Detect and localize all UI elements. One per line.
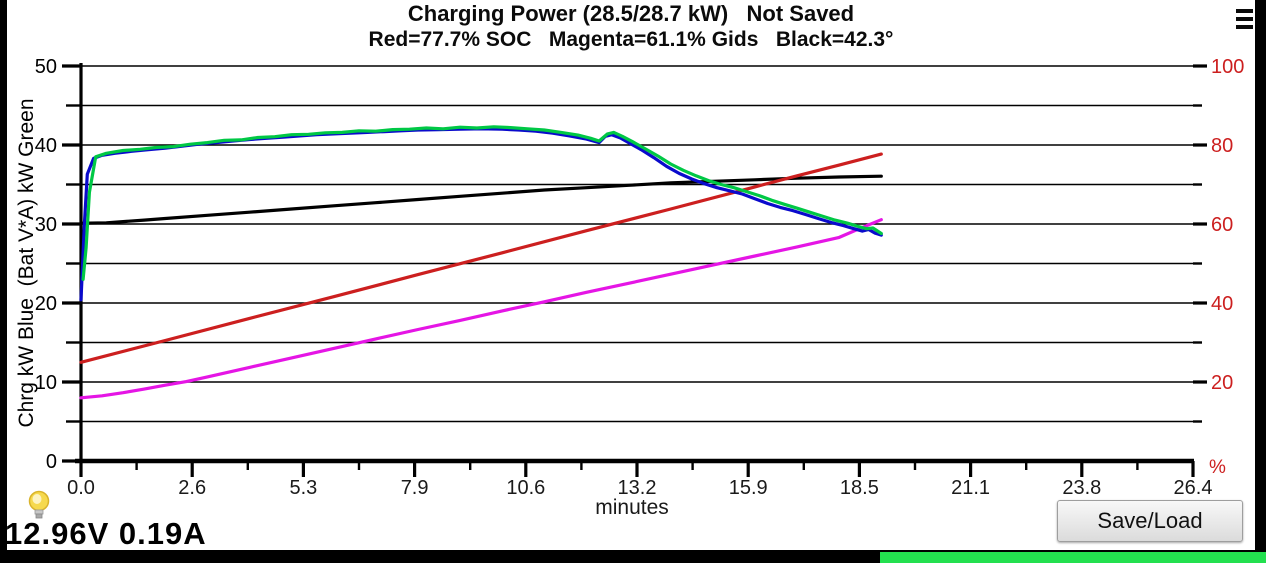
save-load-button[interactable]: Save/Load — [1057, 500, 1243, 542]
y-right-tick-label: 100 — [1211, 56, 1244, 78]
x-tick-label: 0.0 — [67, 477, 95, 499]
y-left-tick-label: 20 — [35, 293, 57, 315]
menu-bar — [1236, 25, 1253, 29]
chart-legend-subtitle: Red=77.7% SOC Magenta=61.1% Gids Black=4… — [368, 28, 894, 51]
menu-bar — [1236, 9, 1253, 13]
x-axis-label: minutes — [595, 496, 669, 519]
x-tick-label: 26.4 — [1174, 477, 1213, 499]
y-right-tick-label: 60 — [1211, 214, 1233, 236]
series-gids-magenta — [79, 218, 883, 400]
y-left-tick-label: 0 — [46, 451, 57, 473]
charge-indicator-bar — [880, 552, 1266, 563]
left-axis-label: Chrg kW Blue (Bat V*A) kW Green — [15, 98, 38, 428]
x-tick-label: 23.8 — [1062, 477, 1101, 499]
app-screen — [7, 0, 1255, 550]
x-tick-label: 10.6 — [506, 477, 545, 499]
x-tick-label: 15.9 — [729, 477, 768, 499]
y-right-tick-label: 80 — [1211, 135, 1233, 157]
x-tick-label: 7.9 — [401, 477, 429, 499]
series-soc-red — [79, 152, 883, 364]
y-left-tick-label: 10 — [35, 372, 57, 394]
y-left-tick-label: 30 — [35, 214, 57, 236]
chart-title: Charging Power (28.5/28.7 kW) Not Saved — [407, 1, 855, 26]
menu-icon[interactable] — [1236, 9, 1253, 33]
series-temp-black — [79, 174, 883, 225]
x-tick-label: 18.5 — [840, 477, 879, 499]
y-left-tick-label: 50 — [35, 56, 57, 78]
y-right-tick-label: 20 — [1211, 372, 1233, 394]
y-right-unit-label: % — [1209, 457, 1226, 478]
voltage-current-reading: 12.96V 0.19A — [5, 516, 207, 551]
x-tick-label: 21.1 — [951, 477, 990, 499]
x-tick-label: 5.3 — [289, 477, 317, 499]
x-tick-label: 2.6 — [178, 477, 206, 499]
x-tick-label: 13.2 — [618, 477, 657, 499]
series-battery-power-green — [81, 125, 883, 281]
lightbulb-icon — [28, 490, 50, 519]
y-left-tick-label: 40 — [35, 135, 57, 157]
menu-bar — [1236, 17, 1253, 21]
y-right-tick-label: 40 — [1211, 293, 1233, 315]
